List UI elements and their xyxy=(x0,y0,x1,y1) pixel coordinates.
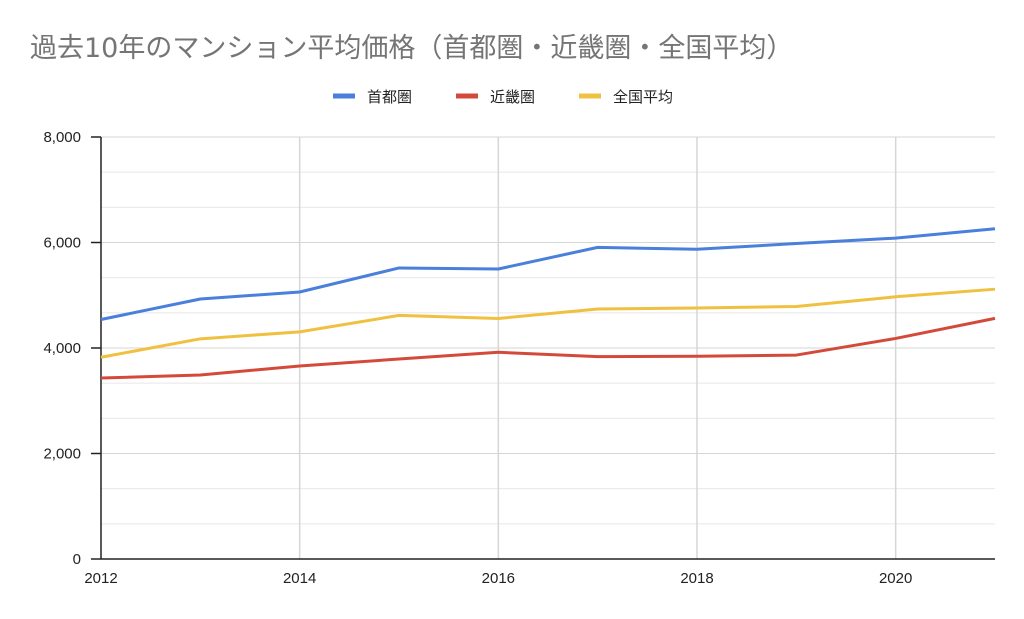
x-tick-label: 2020 xyxy=(879,570,912,587)
series-line-0 xyxy=(100,227,996,321)
y-tick-label: 4,000 xyxy=(43,340,81,357)
x-tick-label: 2014 xyxy=(283,570,316,587)
y-tick-label: 2,000 xyxy=(43,446,81,463)
x-tick-label: 2018 xyxy=(680,570,713,587)
x-tick-label: 2012 xyxy=(84,570,117,587)
series-line-1 xyxy=(100,316,996,380)
legend-label: 近畿圏 xyxy=(490,88,535,106)
legend-label: 首都圏 xyxy=(367,88,412,106)
chart-title: 過去10年のマンション平均価格（首都圏・近畿圏・全国平均） xyxy=(30,33,794,64)
y-tick-label: 6,000 xyxy=(43,235,81,252)
y-tick-label: 0 xyxy=(73,551,81,568)
x-tick-label: 2016 xyxy=(482,570,515,587)
y-tick-label: 8,000 xyxy=(43,129,81,146)
series-line-2 xyxy=(100,287,996,359)
legend-label: 全国平均 xyxy=(613,88,673,106)
